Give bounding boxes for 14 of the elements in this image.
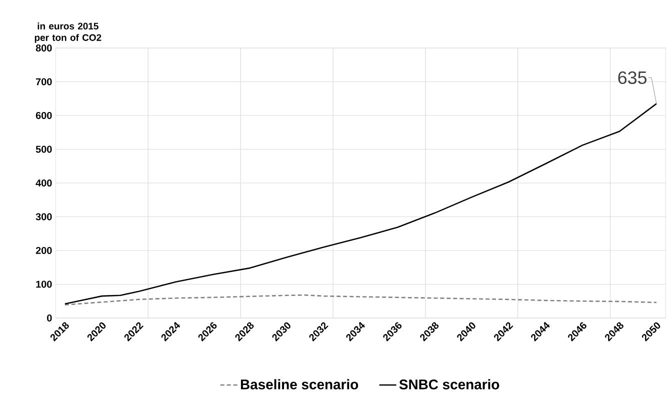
y-tick-label: 700 — [36, 78, 52, 86]
y-axis-title: in euros 2015 per ton of CO2 — [34, 22, 102, 43]
y-tick-label: 800 — [36, 44, 52, 52]
line-series — [64, 103, 658, 304]
y-tick-label: 500 — [36, 146, 52, 153]
legend-label: SNBC scenario — [399, 379, 500, 390]
y-tick-label: 600 — [36, 112, 52, 120]
annotation: 635 — [618, 71, 647, 84]
y-tick-label: 400 — [36, 179, 52, 187]
y-tick-label: 200 — [36, 246, 52, 254]
y-tick-label: 100 — [36, 280, 52, 288]
y-tick-label: 0 — [47, 314, 52, 322]
legend-label: Baseline scenario — [240, 379, 358, 390]
y-tick-label: 300 — [36, 213, 52, 220]
